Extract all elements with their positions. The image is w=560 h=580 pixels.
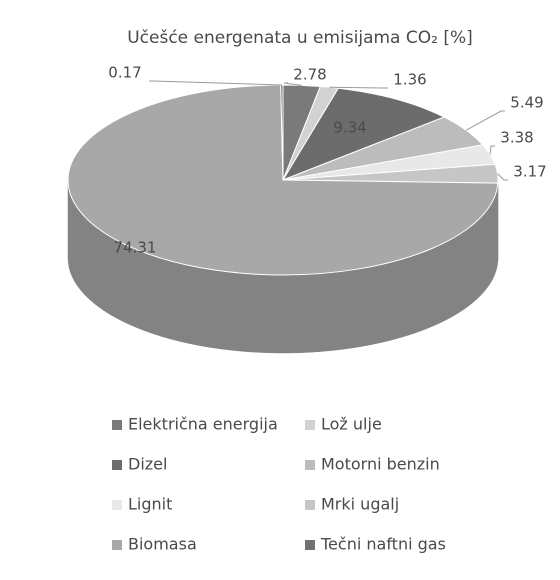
legend-swatch bbox=[305, 500, 315, 510]
legend-label: Električna energija bbox=[128, 415, 278, 434]
legend-label: Dizel bbox=[128, 455, 167, 474]
data-label: 1.36 bbox=[393, 71, 426, 89]
leader-line bbox=[497, 173, 508, 181]
data-label: 9.34 bbox=[333, 119, 366, 137]
legend-swatch bbox=[305, 540, 315, 550]
leader-line bbox=[329, 86, 388, 89]
leader-line bbox=[489, 145, 495, 155]
legend-label: Tečni naftni gas bbox=[320, 535, 446, 554]
legend-swatch bbox=[112, 500, 122, 510]
legend-swatch bbox=[112, 420, 122, 430]
legend-swatch bbox=[305, 460, 315, 470]
data-label: 5.49 bbox=[510, 94, 543, 112]
data-label: 0.17 bbox=[108, 64, 141, 82]
data-label: 3.17 bbox=[513, 163, 546, 181]
leader-line bbox=[149, 80, 282, 86]
legend-swatch bbox=[305, 420, 315, 430]
data-label: 2.78 bbox=[293, 66, 326, 84]
legend-label: Lignit bbox=[128, 495, 172, 514]
data-label: 74.31 bbox=[114, 239, 157, 257]
data-label: 3.38 bbox=[500, 129, 533, 147]
legend-swatch bbox=[112, 540, 122, 550]
legend-label: Lož ulje bbox=[321, 415, 382, 434]
chart-title: Učešće energenata u emisijama CO₂ [%] bbox=[127, 28, 473, 48]
legend-label: Mrki ugalj bbox=[321, 495, 399, 514]
legend-swatch bbox=[112, 460, 122, 470]
legend-label: Biomasa bbox=[128, 535, 197, 554]
pie-slice bbox=[281, 87, 446, 181]
legend-label: Motorni benzin bbox=[321, 455, 440, 474]
leader-line bbox=[465, 110, 505, 131]
leader-line bbox=[283, 82, 302, 86]
